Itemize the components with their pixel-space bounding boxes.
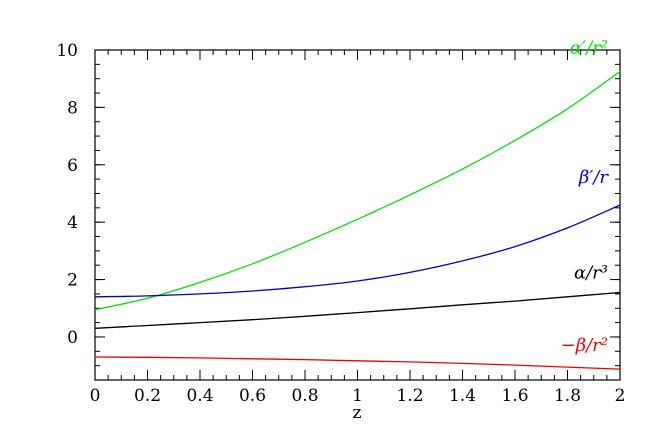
x-tick-label: 0.2 — [134, 386, 161, 406]
x-tick-label: 0.4 — [186, 386, 213, 406]
axis-tick-labels: 0 0.2 0.4 0.6 0.8 1 1.2 1.4 1.6 1.8 2 0 2 4 6 8 10 — [56, 41, 625, 406]
y-tick-label: 8 — [67, 98, 78, 118]
x-tick-label: 0.8 — [291, 386, 318, 406]
series-line-alpha-prime — [94, 70, 621, 311]
x-tick-label: 0 — [90, 386, 101, 406]
x-tick-label: 1.2 — [396, 386, 423, 406]
x-axis-title: z — [353, 403, 362, 423]
series-label-beta-prime: β′/r — [578, 167, 610, 188]
x-tick-label: 2 — [615, 386, 626, 406]
series-label-alpha-prime: α′/r² — [570, 38, 608, 59]
x-tick-label: 1 — [352, 386, 363, 406]
y-tick-label: 4 — [67, 213, 78, 233]
plot-frame — [94, 49, 621, 381]
y-tick-label: 6 — [67, 156, 78, 176]
series-labels: α′/r² β′/r α/r³ −β/r² — [561, 38, 610, 357]
series-label-neg-beta: −β/r² — [561, 335, 608, 356]
series-line-neg-beta — [94, 356, 621, 370]
x-tick-label: 1.8 — [554, 386, 581, 406]
x-tick-label: 1.4 — [449, 386, 476, 406]
series-label-alpha: α/r³ — [574, 262, 608, 283]
series-lines — [94, 70, 621, 370]
axis-ticks — [94, 49, 621, 381]
y-tick-label: 0 — [67, 328, 78, 348]
y-tick-label: 2 — [67, 271, 78, 291]
y-tick-label: 10 — [56, 41, 78, 61]
x-tick-label: 0.6 — [239, 386, 266, 406]
x-tick-label: 1.6 — [501, 386, 528, 406]
series-line-alpha — [94, 291, 621, 329]
series-line-beta-prime — [94, 204, 621, 298]
